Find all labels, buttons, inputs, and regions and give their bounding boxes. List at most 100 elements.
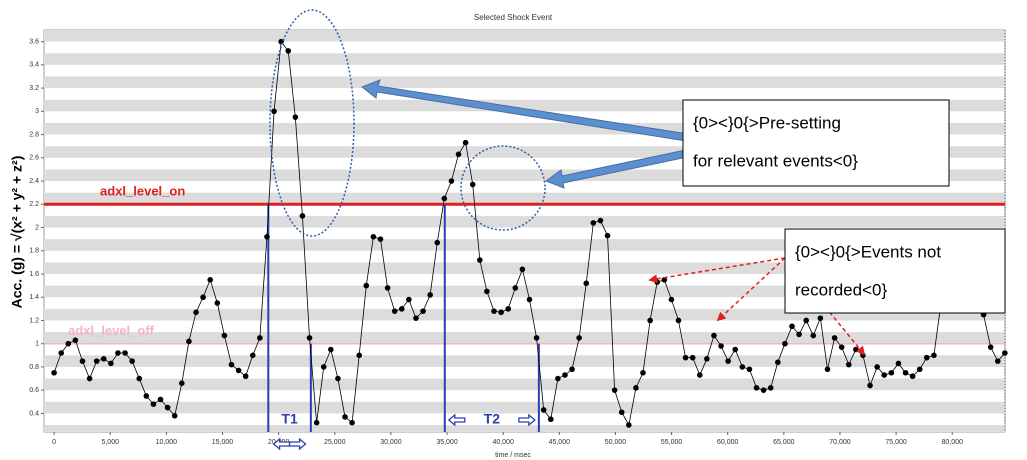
data-point	[292, 114, 299, 120]
grid-band	[44, 215, 1005, 228]
data-point	[349, 419, 355, 426]
data-point	[484, 288, 490, 295]
data-point	[711, 332, 717, 339]
data-point	[249, 352, 256, 359]
highlight-oval	[269, 9, 355, 237]
data-point	[838, 344, 845, 350]
y-axis-label: Acc. (g) = √(x² + y² + z²)	[9, 156, 25, 309]
y-tick-label: 1.6	[29, 271, 39, 278]
y-tick-label: 3.6	[29, 38, 39, 45]
plot: 0.4 0.6 0.8 1 1.2 1.4 1.6 1.8 2 2.2 2.4 2.6 2.8 3 3.2 3…	[29, 38, 1008, 451]
data-point	[221, 332, 228, 339]
grid-band	[44, 308, 1005, 321]
data-point	[51, 369, 57, 376]
y-tick-label: 1	[35, 341, 39, 348]
y-tick-label: 2.8	[29, 131, 39, 138]
data-point	[122, 350, 128, 356]
data-point	[505, 306, 511, 312]
data-point	[200, 294, 206, 301]
x-tick-label: 80,000	[942, 439, 964, 446]
data-point	[455, 151, 462, 158]
x-tick-label: 70,000	[829, 439, 851, 446]
data-point	[583, 280, 590, 287]
data-point	[555, 375, 561, 382]
data-point	[384, 285, 391, 291]
x-tick-label: 25,000	[324, 439, 346, 446]
data-point	[611, 387, 618, 393]
callouts: {0><}0{>Pre-setting for relevant events<0…	[682, 99, 1006, 314]
data-point	[888, 369, 895, 376]
data-point	[93, 358, 100, 364]
data-point	[789, 323, 795, 330]
data-point	[803, 317, 809, 324]
x-tick-label: 5,000	[101, 439, 119, 446]
x-tick-label: 40,000	[492, 439, 514, 446]
y-tick-label: 2	[35, 224, 39, 231]
data-point	[519, 266, 526, 273]
grid-band	[44, 53, 1005, 65]
data-point	[689, 354, 696, 361]
data-point	[562, 372, 568, 378]
grid-band	[44, 169, 1005, 182]
data-point	[413, 315, 419, 321]
y-tick-label: 3.4	[29, 62, 39, 69]
marker-label: T1	[281, 411, 298, 427]
grid-band	[44, 122, 1005, 135]
data-point	[462, 139, 469, 146]
data-point	[924, 354, 930, 361]
data-point	[760, 387, 767, 393]
grid-band	[44, 285, 1005, 298]
y-tick-label: 0.8	[29, 364, 39, 371]
data-point	[115, 350, 121, 356]
data-point	[647, 317, 653, 324]
data-point	[214, 300, 221, 306]
data-point	[171, 412, 178, 419]
data-point	[186, 338, 192, 345]
data-point	[398, 306, 405, 312]
data-point	[469, 181, 476, 188]
data-point	[661, 276, 668, 283]
data-point	[370, 234, 377, 240]
data-point	[264, 234, 270, 240]
data-point	[817, 315, 824, 321]
x-tick-label: 10,000	[156, 439, 178, 446]
grid-band	[44, 425, 1005, 432]
data-point	[72, 337, 79, 344]
grid-band	[44, 355, 1005, 367]
callout-text: {0><}0{>Pre-setting	[693, 113, 841, 132]
grid-band	[44, 99, 1005, 112]
data-point	[477, 257, 483, 263]
data-point	[909, 373, 916, 380]
callout-box	[682, 99, 950, 187]
chart-title: Selected Shock Event	[474, 13, 553, 22]
pointer-arrow	[648, 257, 866, 356]
data-point	[775, 359, 781, 366]
data-point	[902, 369, 909, 376]
data-point	[739, 364, 746, 370]
data-point	[271, 108, 277, 115]
data-point	[79, 358, 86, 364]
y-tick-label: 0.6	[29, 387, 39, 394]
data-point	[590, 220, 597, 226]
y-tick-label: 2.4	[29, 178, 39, 185]
data-point	[136, 375, 143, 382]
x-tick-label: 65,000	[773, 439, 795, 446]
data-point	[874, 364, 880, 370]
grid-band	[44, 192, 1005, 205]
data-point	[441, 195, 448, 202]
grid-band	[44, 239, 1005, 251]
data-point	[682, 354, 689, 361]
data-point	[306, 335, 313, 341]
x-tick-label: 0	[52, 439, 56, 446]
data-point	[576, 335, 582, 341]
data-point	[363, 282, 370, 289]
data-point	[845, 361, 852, 368]
data-point	[491, 308, 497, 314]
data-point	[753, 385, 760, 391]
grid-band	[44, 401, 1005, 414]
data-point	[675, 317, 682, 324]
data-point	[810, 332, 817, 339]
callout-text: {0><}0{>Events not	[795, 242, 941, 261]
data-point	[377, 236, 384, 242]
